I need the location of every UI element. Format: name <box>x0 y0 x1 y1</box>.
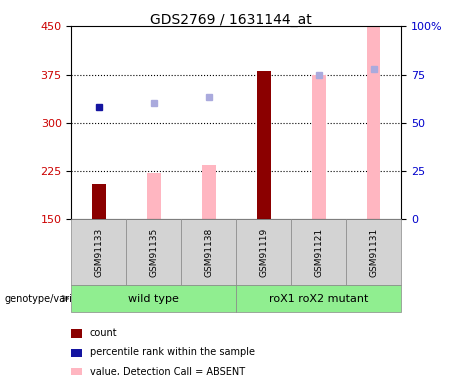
Text: count: count <box>90 328 118 338</box>
Text: percentile rank within the sample: percentile rank within the sample <box>90 347 255 357</box>
Text: GSM91121: GSM91121 <box>314 228 323 277</box>
Bar <box>257 71 271 219</box>
Bar <box>147 173 161 219</box>
Text: roX1 roX2 mutant: roX1 roX2 mutant <box>269 294 368 303</box>
Text: GDS2769 / 1631144_at: GDS2769 / 1631144_at <box>150 13 311 27</box>
Bar <box>202 165 216 219</box>
Text: GSM91133: GSM91133 <box>95 228 103 277</box>
Text: GSM91131: GSM91131 <box>369 228 378 277</box>
Text: value, Detection Call = ABSENT: value, Detection Call = ABSENT <box>90 367 245 375</box>
Text: genotype/variation: genotype/variation <box>5 294 97 303</box>
Text: GSM91135: GSM91135 <box>149 228 159 277</box>
Bar <box>367 26 380 219</box>
Text: GSM91119: GSM91119 <box>259 228 268 277</box>
Text: wild type: wild type <box>129 294 179 303</box>
Bar <box>92 184 106 219</box>
Bar <box>312 75 325 219</box>
Text: GSM91138: GSM91138 <box>204 228 213 277</box>
